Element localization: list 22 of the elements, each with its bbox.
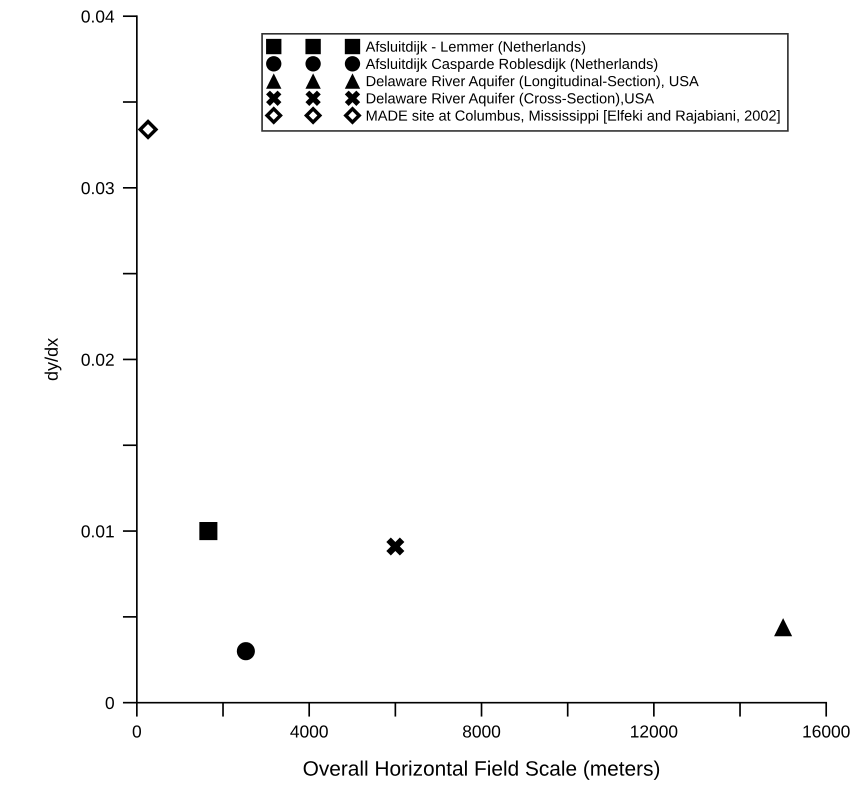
- x-tick-label: 8000: [462, 725, 500, 738]
- x-tick-label: 16000: [803, 725, 850, 738]
- point: [236, 642, 255, 660]
- point: [386, 537, 404, 556]
- x-axis-title: Overall Horizontal Field Scale (meters): [304, 760, 660, 780]
- y-tick-label: 0.01: [82, 525, 114, 538]
- y-tick-label: 0: [106, 696, 114, 710]
- legend-label: Afsluitdijk Casparde Roblesdijk (Netherlands): [366, 58, 658, 72]
- x-tick-label: 0: [132, 725, 141, 738]
- legend-label: Delaware River Aquifer (Longitudinal-Section), USA: [366, 76, 699, 90]
- point: [138, 120, 158, 140]
- legend-label: Afsluitdijk - Lemmer (Netherlands): [366, 41, 586, 55]
- x-tick-label: 4000: [290, 725, 328, 738]
- point: [199, 522, 218, 540]
- y-tick-label: 0.02: [82, 354, 114, 366]
- legend-label: Delaware River Aquifer (Cross-Section),USA: [366, 92, 654, 106]
- legend-label: MADE site at Columbus, Mississippi [Elfeki and Rajabiani, 2002]: [366, 110, 780, 124]
- y-tick-label: 0.03: [82, 182, 114, 194]
- y-tick-label: 0.04: [82, 10, 114, 23]
- point: [774, 618, 792, 636]
- y-axis-title: dy/dx: [44, 338, 62, 380]
- x-tick-label: 12000: [631, 725, 678, 738]
